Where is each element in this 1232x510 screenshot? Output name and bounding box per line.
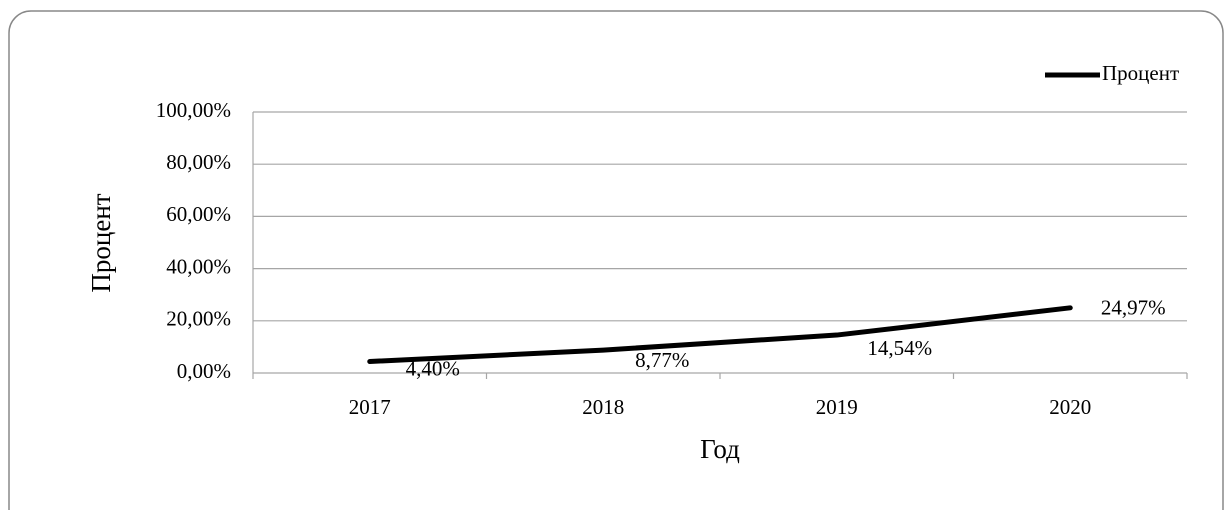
y-tick-label: 100,00% [156,98,231,122]
y-tick-label: 0,00% [177,359,231,383]
y-tick-label: 40,00% [166,254,231,278]
data-label: 24,97% [1101,296,1166,320]
y-tick-label: 60,00% [166,202,231,226]
x-tick-label: 2019 [816,395,858,419]
y-axis-title: Процент [86,193,116,292]
legend-label: Процент [1102,61,1179,85]
chart-frame [8,10,1224,510]
data-label: 8,77% [635,348,689,372]
x-tick-label: 2020 [1049,395,1091,419]
data-label: 14,54% [867,336,932,360]
y-tick-label: 80,00% [166,150,231,174]
x-tick-label: 2017 [349,395,391,419]
data-line [367,305,1073,365]
x-tick-label: 2018 [582,395,624,419]
data-label: 4,40% [406,356,460,380]
y-tick-label: 20,00% [166,307,231,331]
x-axis-title: Год [700,434,740,464]
